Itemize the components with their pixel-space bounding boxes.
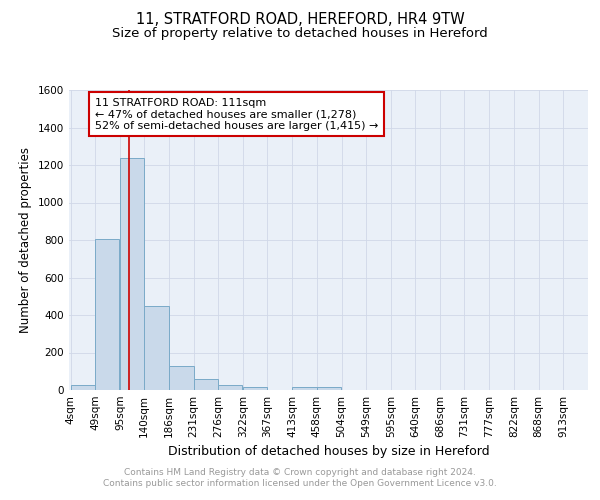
Bar bbox=[292, 387, 317, 390]
Bar bbox=[317, 387, 341, 390]
Bar bbox=[169, 366, 194, 390]
Text: Contains HM Land Registry data © Crown copyright and database right 2024.
Contai: Contains HM Land Registry data © Crown c… bbox=[103, 468, 497, 487]
Text: 11 STRATFORD ROAD: 111sqm
← 47% of detached houses are smaller (1,278)
52% of se: 11 STRATFORD ROAD: 111sqm ← 47% of detac… bbox=[95, 98, 379, 130]
Bar bbox=[71, 386, 95, 390]
Bar bbox=[95, 239, 119, 390]
Text: Size of property relative to detached houses in Hereford: Size of property relative to detached ho… bbox=[112, 28, 488, 40]
Bar bbox=[243, 387, 267, 390]
Text: 11, STRATFORD ROAD, HEREFORD, HR4 9TW: 11, STRATFORD ROAD, HEREFORD, HR4 9TW bbox=[136, 12, 464, 28]
Bar bbox=[120, 158, 145, 390]
Bar bbox=[218, 386, 242, 390]
Bar bbox=[145, 306, 169, 390]
Bar bbox=[194, 379, 218, 390]
Y-axis label: Number of detached properties: Number of detached properties bbox=[19, 147, 32, 333]
X-axis label: Distribution of detached houses by size in Hereford: Distribution of detached houses by size … bbox=[167, 446, 490, 458]
